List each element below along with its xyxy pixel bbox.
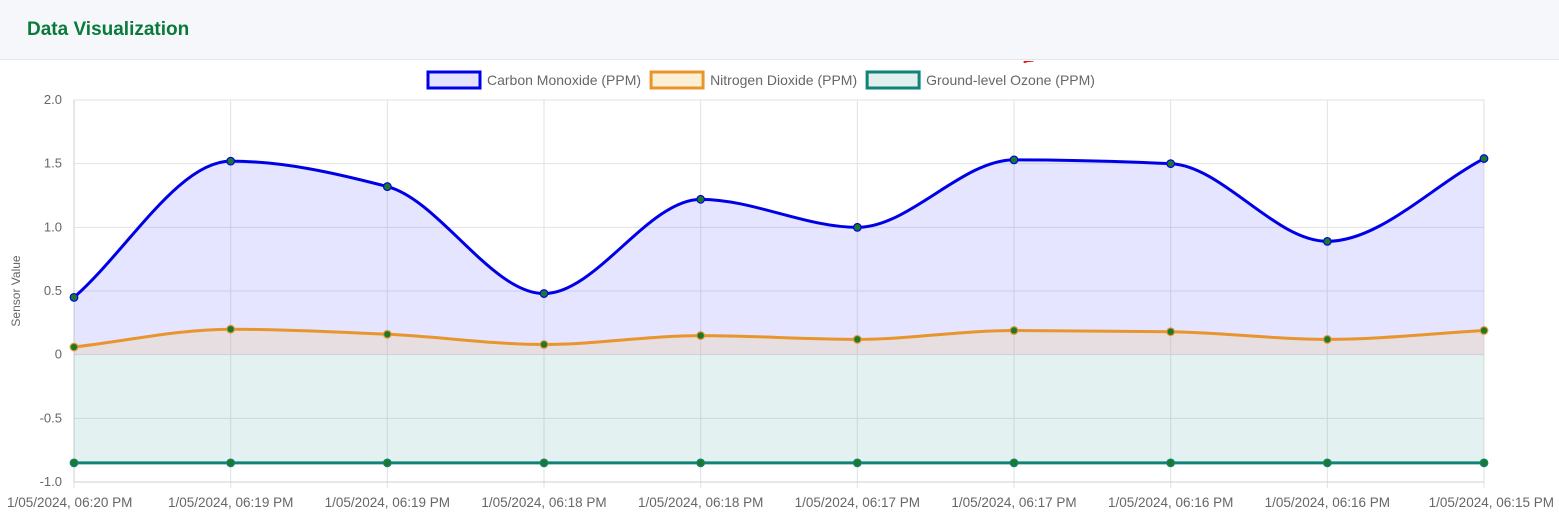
arrow-annotation-2: [1023, 61, 1034, 64]
series-area-0: [74, 158, 1484, 355]
legend-item-0[interactable]: Carbon Monoxide (PPM): [426, 70, 641, 90]
y-tick-label: 1.5: [44, 156, 62, 171]
chart-legend: Carbon Monoxide (PPM) Nitrogen Dioxide (P…: [426, 70, 1095, 90]
sensor-line-chart: 2.0 1.5 1.0 0.5 0 -0.5 -1.0 1/05/2024, 06:20 P…: [7, 61, 1554, 510]
data-point[interactable]: [1009, 155, 1019, 165]
data-point[interactable]: [382, 329, 392, 339]
x-tick-label: 1/05/2024, 06:20 PM: [7, 495, 132, 510]
data-point[interactable]: [1479, 458, 1489, 468]
data-point[interactable]: [1166, 458, 1176, 468]
data-point[interactable]: [852, 222, 862, 232]
data-point[interactable]: [696, 194, 706, 204]
y-tick-label: 2.0: [44, 92, 62, 107]
data-point[interactable]: [539, 289, 549, 298]
data-point[interactable]: [696, 458, 706, 468]
data-point[interactable]: [852, 458, 862, 468]
y-tick-label: -0.5: [40, 410, 62, 425]
legend-swatch: [865, 70, 921, 90]
x-tick-label: 1/05/2024, 06:17 PM: [951, 495, 1076, 510]
series-area-2: [74, 354, 1484, 463]
data-point[interactable]: [1009, 458, 1019, 468]
x-tick-label: 1/05/2024, 06:19 PM: [325, 495, 450, 510]
data-point[interactable]: [1479, 326, 1489, 335]
x-tick-label: 1/05/2024, 06:15 PM: [1429, 495, 1554, 510]
legend-swatch: [649, 70, 705, 90]
data-point[interactable]: [1479, 154, 1489, 163]
series-line-1: [73, 327, 1485, 349]
legend-swatch: [426, 70, 482, 90]
data-point[interactable]: [69, 458, 79, 468]
data-points: [69, 154, 1489, 468]
data-point[interactable]: [1322, 458, 1332, 468]
legend-label: Nitrogen Dioxide (PPM): [710, 72, 857, 88]
legend-label: Carbon Monoxide (PPM): [487, 72, 641, 88]
y-tick-label: 0.5: [44, 283, 62, 298]
data-point[interactable]: [1009, 326, 1019, 335]
grid-lines: [73, 99, 1485, 488]
y-axis-label: Sensor Value: [9, 255, 23, 326]
legend-item-1[interactable]: Nitrogen Dioxide (PPM): [649, 70, 857, 90]
legend-label: Ground-level Ozone (PPM): [926, 72, 1095, 88]
data-point[interactable]: [382, 182, 392, 191]
card-title: Data Visualization: [27, 18, 190, 40]
x-tick-label: 1/05/2024, 06:16 PM: [1265, 495, 1390, 510]
x-tick-label: 1/05/2024, 06:19 PM: [168, 495, 293, 510]
x-tick-label: 1/05/2024, 06:18 PM: [638, 495, 763, 510]
data-point[interactable]: [226, 156, 236, 166]
y-axis-ticks: 2.0 1.5 1.0 0.5 0 -0.5 -1.0: [40, 92, 62, 489]
x-tick-label: 1/05/2024, 06:17 PM: [795, 495, 920, 510]
data-point[interactable]: [852, 334, 862, 344]
series-area-1: [74, 329, 1484, 355]
card-header: Data Visualization: [0, 0, 1559, 60]
data-point[interactable]: [1322, 236, 1332, 246]
data-point[interactable]: [69, 292, 79, 302]
y-tick-label: 1.0: [44, 219, 62, 234]
y-tick-label: -1.0: [40, 474, 62, 489]
data-point[interactable]: [696, 331, 706, 340]
data-point[interactable]: [539, 458, 549, 468]
data-point[interactable]: [382, 458, 392, 468]
data-point[interactable]: [226, 324, 236, 334]
series-lines: [73, 157, 1485, 465]
series-line-0: [73, 157, 1485, 299]
data-point[interactable]: [1166, 159, 1176, 169]
data-point[interactable]: [1322, 334, 1332, 344]
legend-item-2[interactable]: Ground-level Ozone (PPM): [865, 70, 1095, 90]
y-tick-label: 0: [55, 347, 62, 362]
x-axis-ticks: 1/05/2024, 06:20 PM 1/05/2024, 06:19 PM 1/…: [7, 495, 1554, 510]
annotation-arrows: [1023, 61, 1034, 64]
x-tick-label: 1/05/2024, 06:18 PM: [481, 495, 606, 510]
data-point[interactable]: [226, 458, 236, 468]
x-tick-label: 1/05/2024, 06:16 PM: [1108, 495, 1233, 510]
data-point[interactable]: [1166, 327, 1176, 337]
data-point[interactable]: [69, 342, 79, 352]
area-fills: [74, 158, 1484, 463]
data-point[interactable]: [539, 340, 549, 349]
